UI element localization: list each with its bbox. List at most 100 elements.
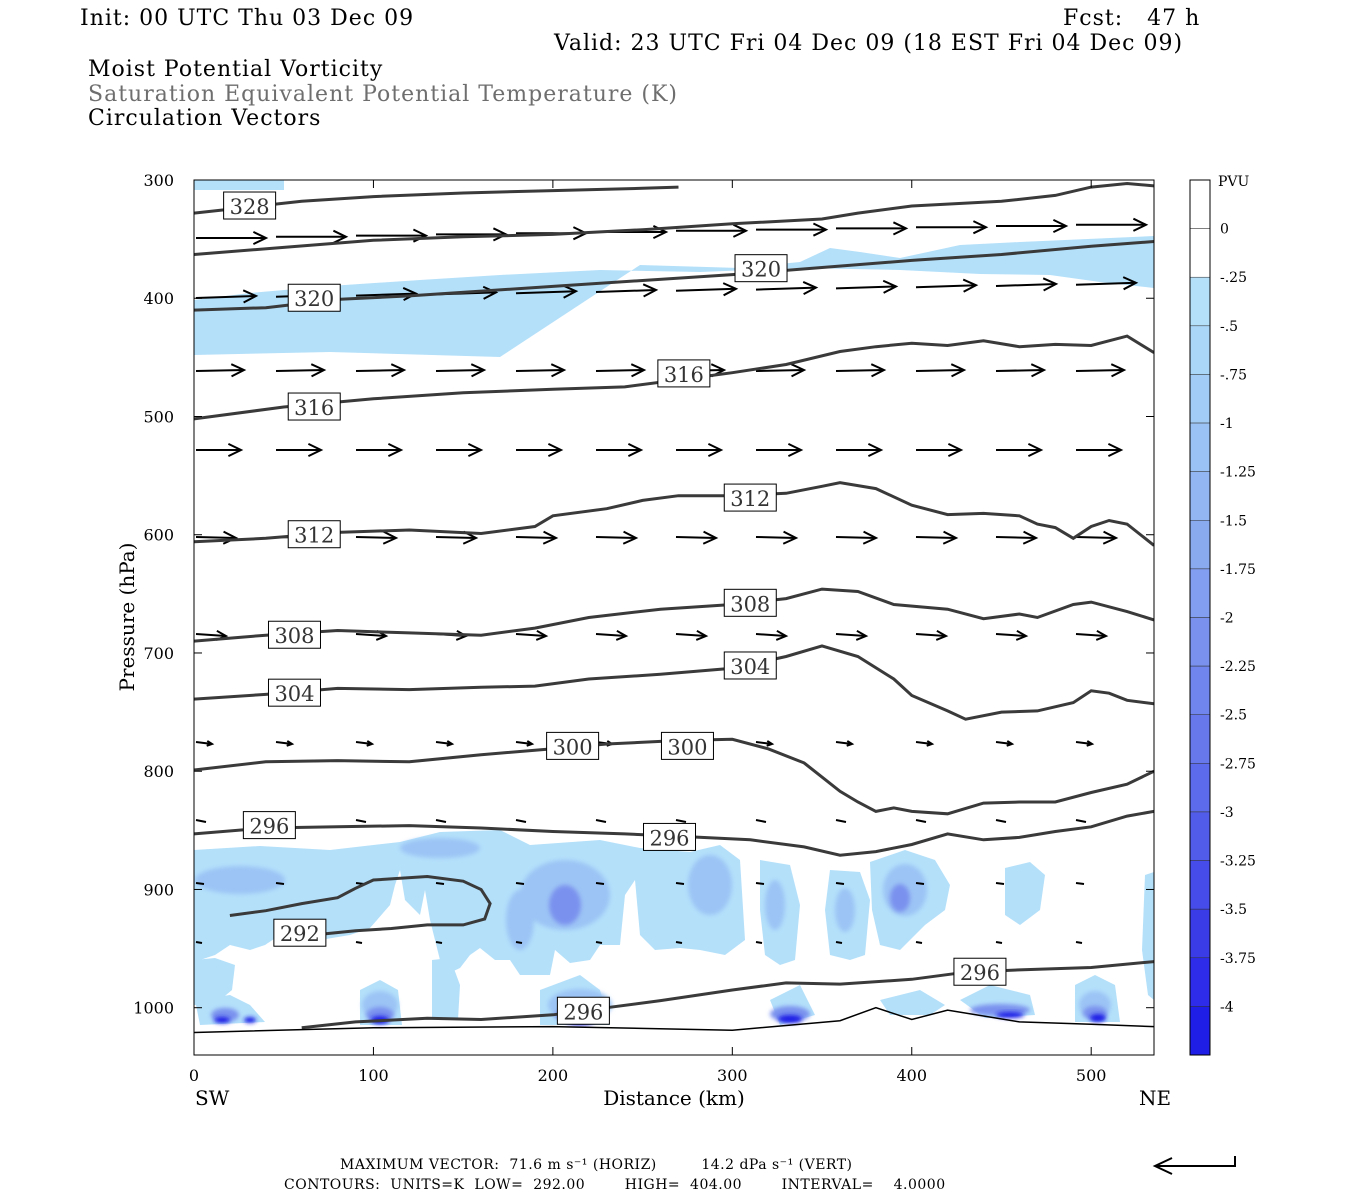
svg-text:296: 296 [563, 1000, 603, 1024]
colorbar-swatch-0 [1189, 179, 1211, 229]
max-vector-text: MAXIMUM VECTOR: 71.6 m s⁻¹ (HORIZ) 14.2 … [340, 1157, 853, 1173]
contour-label-312-6: 312 [287, 520, 341, 549]
contour-324-1 [194, 181, 1154, 256]
contour-label-316-3: 316 [657, 359, 711, 388]
contour-label-296-14: 296 [643, 822, 697, 851]
contour-300-7 [194, 737, 1154, 816]
colorbar-swatch-10 [1189, 665, 1211, 715]
colorbar-swatch-6 [1189, 471, 1211, 521]
colorbar-label-14: -3.5 [1220, 902, 1247, 918]
colorbar-label-5: -1.25 [1220, 465, 1256, 481]
colorbar-swatch-15 [1189, 908, 1211, 959]
colorbar-label-13: -3.25 [1220, 854, 1256, 870]
colorbar-label-10: -2.5 [1220, 708, 1247, 724]
contour-label-296-17: 296 [556, 996, 610, 1025]
init-time: Init: 00 UTC Thu 03 Dec 09 [80, 6, 415, 31]
forecast-hour: Fcst: 47 h [1063, 6, 1201, 31]
svg-text:312: 312 [730, 487, 770, 511]
x-axis-ne-label: NE [1139, 1086, 1171, 1110]
contour-label-296-16: 296 [953, 957, 1007, 986]
x-tick-100: 100 [358, 1066, 389, 1085]
contour-308-5 [194, 587, 1154, 643]
contour-296-8 [194, 809, 1154, 857]
svg-text:300: 300 [667, 735, 707, 759]
y-tick-1000: 1000 [133, 999, 174, 1018]
colorbar-swatch-12 [1189, 763, 1211, 813]
colorbar-label-6: -1.5 [1220, 513, 1247, 529]
svg-text:308: 308 [730, 592, 770, 616]
colorbar-swatch-3 [1189, 325, 1211, 375]
colorbar-swatch-9 [1189, 617, 1211, 667]
svg-text:328: 328 [230, 195, 270, 219]
colorbar-swatch-4 [1189, 374, 1211, 424]
plot-frame [193, 179, 1155, 1056]
svg-text:292: 292 [280, 922, 320, 946]
colorbar-label-0: 0 [1220, 222, 1229, 238]
contour-label-304-10: 304 [267, 678, 321, 707]
contour-label-304-9: 304 [723, 651, 777, 680]
x-tick-300: 300 [717, 1066, 748, 1085]
colorbar-swatch-2 [1189, 276, 1211, 327]
colorbar-swatch-13 [1189, 811, 1211, 861]
colorbar-label-16: -4 [1220, 999, 1234, 1015]
colorbar-label-9: -2.25 [1220, 659, 1256, 675]
contour-label-316-4: 316 [287, 392, 341, 421]
valid-time: Valid: 23 UTC Fri 04 Dec 09 (18 EST Fri … [554, 31, 1184, 56]
contour-label-312-5: 312 [723, 483, 777, 512]
y-tick-800: 800 [143, 762, 174, 781]
svg-text:312: 312 [294, 524, 334, 548]
colorbar-swatch-16 [1189, 957, 1211, 1007]
colorbar-label-3: -.75 [1220, 367, 1247, 383]
svg-text:308: 308 [274, 624, 314, 648]
svg-text:296: 296 [249, 815, 289, 839]
svg-text:316: 316 [664, 363, 704, 387]
field-vectors-title: Circulation Vectors [88, 106, 322, 131]
svg-text:296: 296 [960, 961, 1000, 985]
svg-text:320: 320 [741, 258, 781, 282]
contour-label-308-7: 308 [723, 588, 777, 617]
y-tick-500: 500 [143, 407, 174, 426]
colorbar-label-8: -2 [1220, 611, 1234, 627]
x-tick-500: 500 [1076, 1066, 1107, 1085]
y-tick-600: 600 [143, 526, 174, 545]
y-tick-700: 700 [143, 644, 174, 663]
colorbar-label-7: -1.75 [1220, 562, 1256, 578]
colorbar-label-15: -3.75 [1220, 951, 1256, 967]
y-tick-300: 300 [143, 171, 174, 190]
x-axis-sw-label: SW [195, 1086, 230, 1110]
svg-text:304: 304 [730, 655, 770, 679]
x-tick-400: 400 [896, 1066, 927, 1085]
contour-292-9 [229, 874, 492, 945]
svg-text:316: 316 [294, 396, 334, 420]
colorbar-label-11: -2.75 [1220, 756, 1256, 772]
colorbar-swatch-7 [1189, 520, 1211, 570]
x-tick-200: 200 [538, 1066, 569, 1085]
svg-text:304: 304 [274, 682, 314, 706]
colorbar-swatch-11 [1189, 714, 1211, 764]
colorbar-swatch-17 [1189, 1006, 1211, 1056]
svg-text:296: 296 [649, 826, 689, 850]
colorbar-swatch-5 [1189, 422, 1211, 472]
colorbar-swatch-14 [1189, 860, 1211, 910]
svg-text:320: 320 [294, 287, 334, 311]
contour-316-3 [194, 334, 1154, 421]
colorbar-label-2: -.5 [1220, 319, 1238, 335]
colorbar-label-1: -.25 [1220, 270, 1247, 286]
field-pv-title: Moist Potential Vorticity [88, 57, 384, 82]
svg-text:300: 300 [553, 735, 593, 759]
field-theta-title: Saturation Equivalent Potential Temperat… [88, 82, 678, 107]
colorbar-swatch-8 [1189, 568, 1211, 618]
colorbar: 0 -.25 -.5 -.75 -1 -1.25 -1.5 -1.75 -2 -2.25 -2.5 -… [1189, 179, 1256, 1056]
y-axis: 300 400 500 600 700 800 900 1000 [133, 171, 1154, 1018]
contour-labels: 328 320 320 316 316 312 312 308 308 304 304 300 300 2… [223, 191, 1007, 1025]
contour-label-296-13: 296 [242, 811, 296, 840]
y-tick-900: 900 [143, 880, 174, 899]
colorbar-label-12: -3 [1220, 805, 1234, 821]
colorbar-swatch-1 [1189, 228, 1211, 278]
contour-label-320-1: 320 [734, 254, 788, 283]
colorbar-unit: PVU [1218, 174, 1250, 190]
reference-vector-arrow [1152, 1156, 1236, 1175]
x-tick-0: 0 [189, 1066, 199, 1085]
contour-label-320-2: 320 [287, 283, 341, 312]
